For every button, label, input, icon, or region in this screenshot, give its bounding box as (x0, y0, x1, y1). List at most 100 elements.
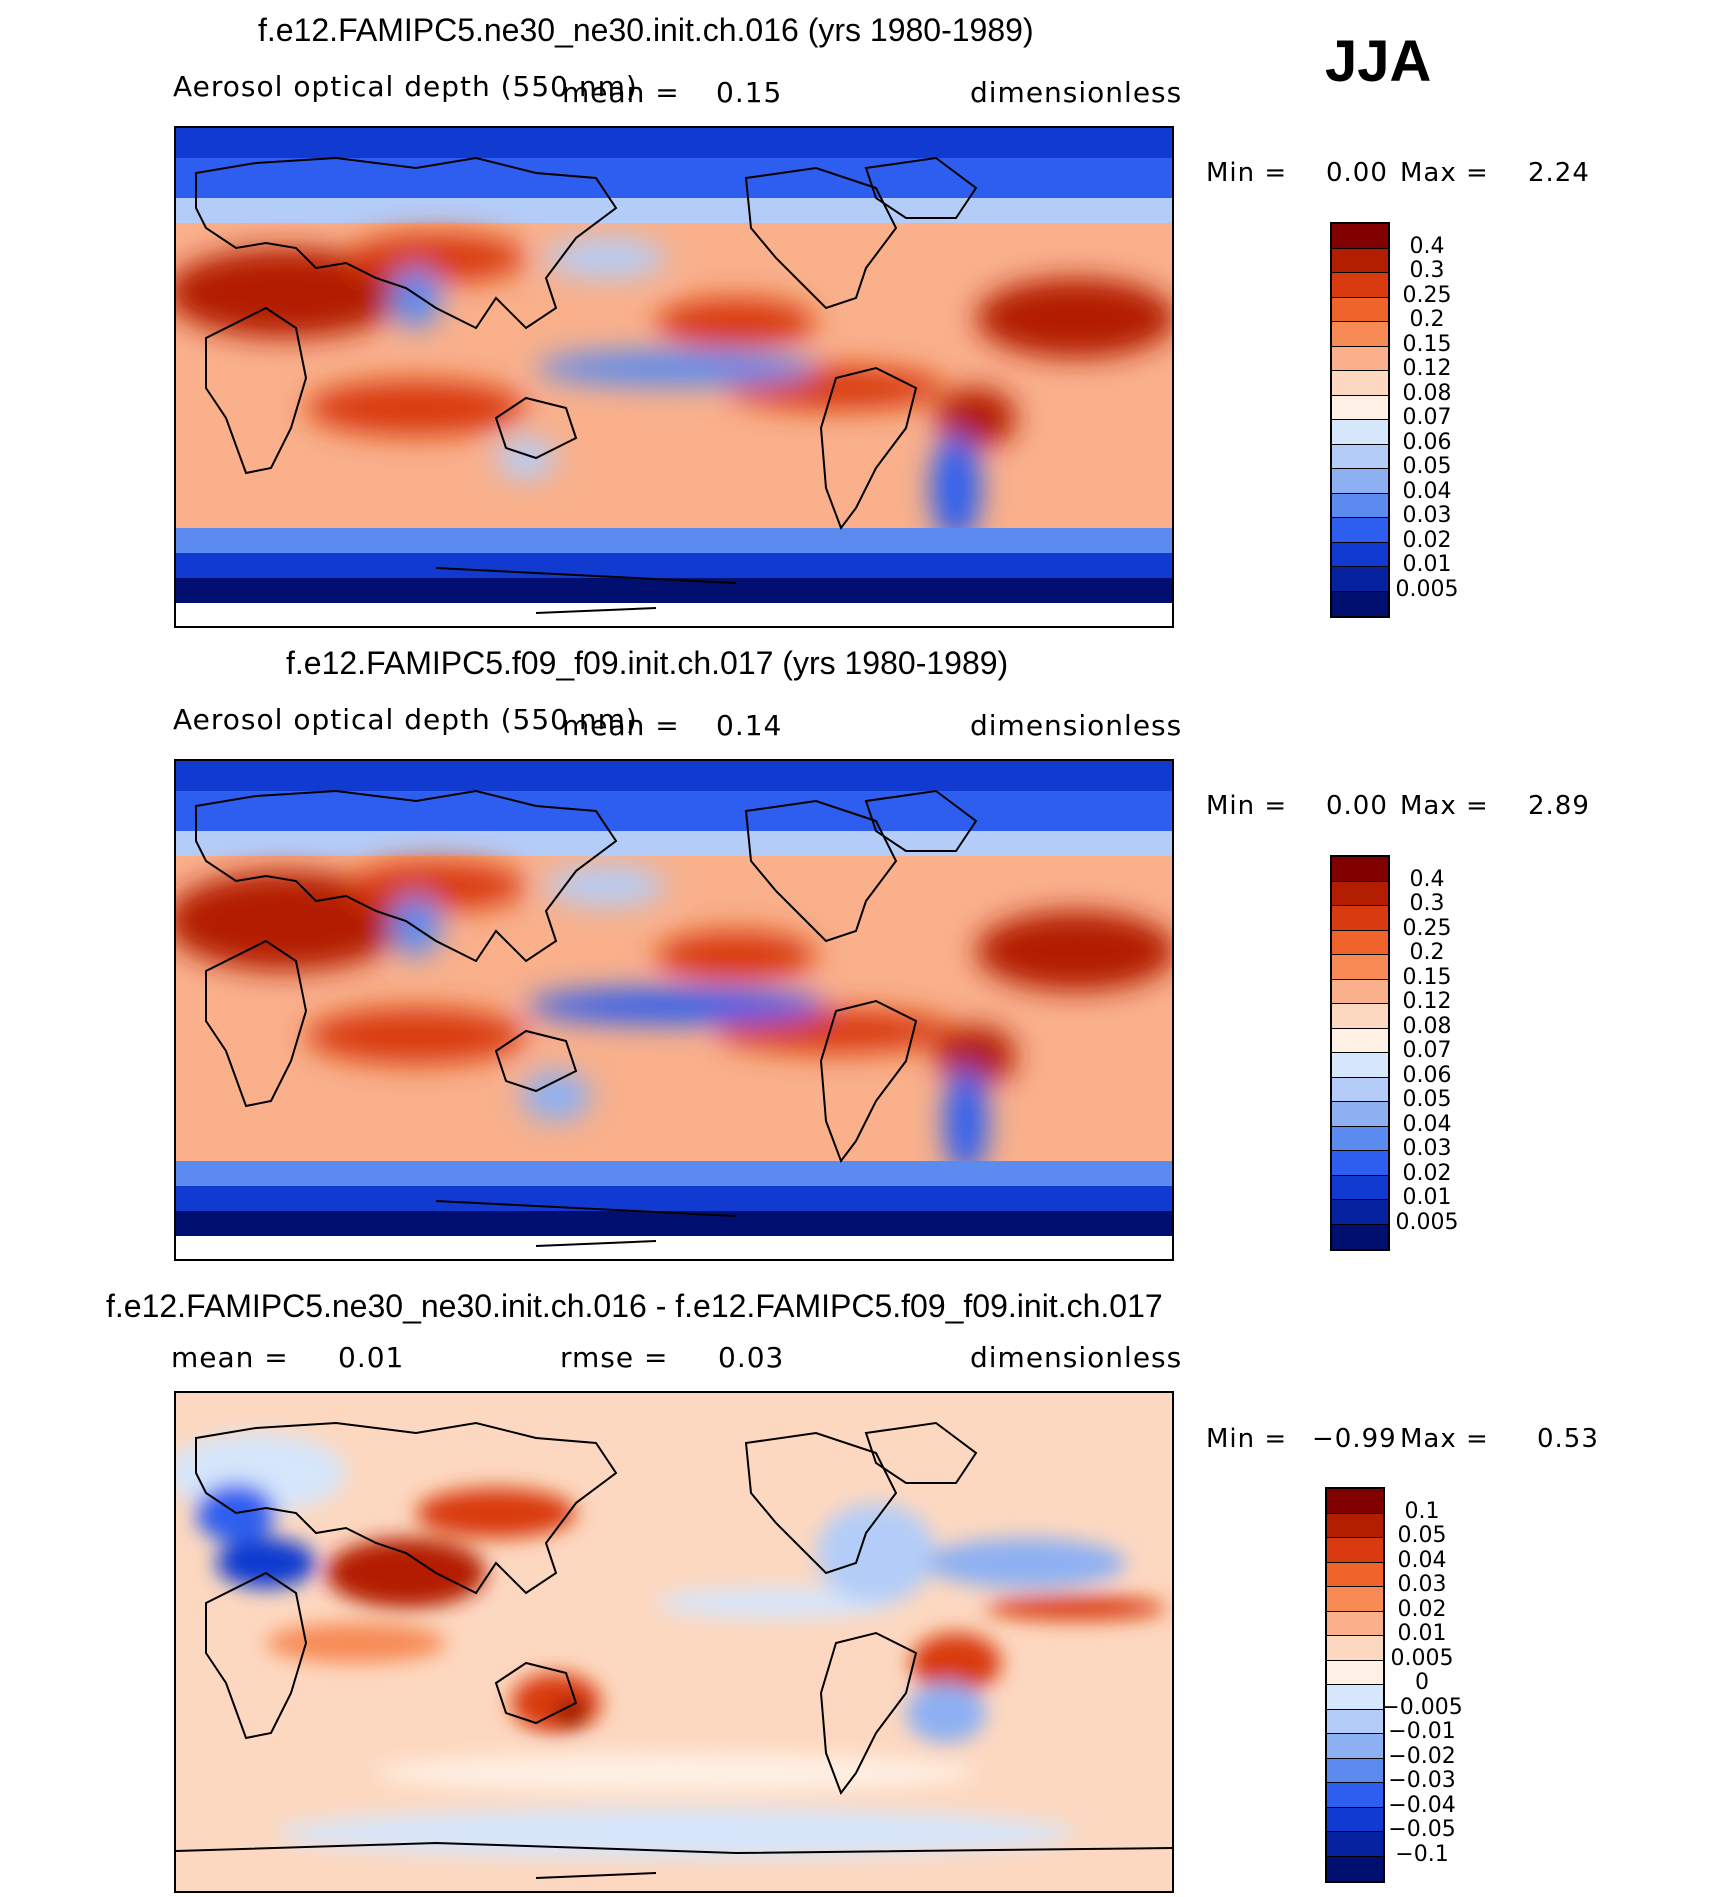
colorbar-tick-label: 0.15 (1402, 964, 1452, 990)
panel1-colorbar (1330, 222, 1390, 618)
colorbar-segment (1327, 1660, 1383, 1685)
colorbar-segment (1332, 881, 1388, 906)
colorbar-segment (1332, 346, 1388, 371)
colorbar-tick-label: 0.04 (1402, 478, 1452, 504)
panel3-mean-label: mean = (171, 1341, 289, 1374)
panel3-max-label: Max = (1400, 1424, 1489, 1454)
colorbar-tick-label: 0.07 (1402, 1038, 1452, 1063)
panel1-min-value: 0.00 (1326, 158, 1388, 188)
colorbar-segment (1332, 1126, 1388, 1151)
colorbar-tick-label: 0.05 (1397, 1523, 1447, 1548)
colorbar-tick-label: −0.03 (1388, 1768, 1456, 1793)
colorbar-tick-label: −0.1 (1395, 1841, 1449, 1867)
colorbar-segment (1332, 469, 1388, 494)
panel3-mean-value: 0.01 (338, 1341, 405, 1374)
panel1-title: f.e12.FAMIPC5.ne30_ne30.init.ch.016 (yrs… (258, 12, 1034, 48)
colorbar-tick-label: 0.03 (1397, 1572, 1447, 1597)
panel2-min-label: Min = (1206, 791, 1288, 821)
colorbar-tick-label: 0.08 (1402, 1013, 1452, 1039)
colorbar-segment (1332, 1224, 1388, 1249)
colorbar-tick-label: 0.25 (1402, 282, 1452, 308)
panel3-map-svg (176, 1393, 1172, 1891)
colorbar-tick-label: 0.06 (1402, 429, 1452, 455)
colorbar-tick-label: 0.005 (1395, 1209, 1459, 1235)
colorbar-segment (1327, 1734, 1383, 1759)
colorbar-tick-label: 0.4 (1409, 866, 1445, 892)
colorbar-segment (1332, 906, 1388, 931)
colorbar-tick-label: 0.04 (1402, 1111, 1452, 1137)
colorbar-segment (1332, 224, 1388, 249)
colorbar-tick-label: 0.2 (1409, 307, 1445, 332)
colorbar-segment (1332, 395, 1388, 420)
panel3-max-value: 0.53 (1537, 1424, 1599, 1454)
colorbar-tick-label: 0.01 (1402, 1185, 1452, 1210)
panel2-mean-label: mean = (562, 709, 680, 742)
colorbar-tick-label: −0.01 (1388, 1719, 1456, 1744)
colorbar-segment (1327, 1513, 1383, 1538)
colorbar-segment (1332, 955, 1388, 980)
colorbar-segment (1332, 1004, 1388, 1029)
colorbar-segment (1332, 1102, 1388, 1127)
panel2-map (174, 759, 1174, 1261)
colorbar-tick-label: 0.01 (1397, 1621, 1447, 1646)
colorbar-tick-label: 0.3 (1409, 258, 1445, 283)
panel1-units: dimensionless (970, 76, 1183, 109)
colorbar-segment (1327, 1562, 1383, 1587)
panel3-title: f.e12.FAMIPC5.ne30_ne30.init.ch.016 - f.… (106, 1288, 1163, 1324)
colorbar-tick-label: 0.08 (1402, 380, 1452, 406)
panel1-mean-value: 0.15 (716, 76, 783, 109)
panel3-min-value: −0.99 (1312, 1424, 1397, 1454)
colorbar-segment (1327, 1685, 1383, 1710)
panel1-max-label: Max = (1400, 158, 1489, 188)
colorbar-tick-label: −0.005 (1381, 1694, 1463, 1720)
panel2-units: dimensionless (970, 709, 1183, 742)
colorbar-segment (1332, 1175, 1388, 1200)
colorbar-segment (1332, 979, 1388, 1004)
panel3-colorbar (1325, 1487, 1385, 1883)
panel2-min-value: 0.00 (1326, 791, 1388, 821)
colorbar-segment (1332, 493, 1388, 518)
colorbar-tick-label: −0.04 (1388, 1792, 1456, 1818)
colorbar-tick-label: 0.005 (1390, 1645, 1454, 1671)
colorbar-tick-label: 0.4 (1409, 233, 1445, 259)
colorbar-segment (1327, 1709, 1383, 1734)
colorbar-tick-label: 0.03 (1402, 503, 1452, 528)
panel3-rmse-label: rmse = (560, 1341, 669, 1374)
colorbar-segment (1327, 1856, 1383, 1881)
panel2-title: f.e12.FAMIPC5.f09_f09.init.ch.017 (yrs 1… (286, 645, 1009, 681)
colorbar-tick-label: 0.03 (1402, 1136, 1452, 1161)
colorbar-segment (1327, 1611, 1383, 1636)
colorbar-segment (1332, 371, 1388, 396)
panel1-map-svg (176, 128, 1172, 626)
colorbar-segment (1332, 444, 1388, 469)
colorbar-segment (1327, 1807, 1383, 1832)
colorbar-tick-label: 0.15 (1402, 331, 1452, 357)
panel2-map-svg (176, 761, 1172, 1259)
panel1-max-value: 2.24 (1528, 158, 1590, 188)
colorbar-tick-label: 0.12 (1402, 989, 1452, 1014)
panel3-units: dimensionless (970, 1341, 1183, 1374)
colorbar-tick-label: 0.05 (1402, 454, 1452, 479)
colorbar-segment (1327, 1587, 1383, 1612)
colorbar-tick-label: 0.04 (1397, 1547, 1447, 1573)
panel3-map (174, 1391, 1174, 1893)
colorbar-tick-label: −0.05 (1388, 1817, 1456, 1842)
colorbar-segment (1332, 322, 1388, 347)
colorbar-segment (1332, 930, 1388, 955)
colorbar-segment (1327, 1489, 1383, 1514)
panel2-variable: Aerosol optical depth (550 nm) (173, 703, 638, 736)
colorbar-tick-label: 0.1 (1404, 1498, 1440, 1524)
panel1-map (174, 126, 1174, 628)
panel2-colorbar (1330, 855, 1390, 1251)
colorbar-segment (1332, 297, 1388, 322)
colorbar-tick-label: 0.02 (1402, 527, 1452, 553)
panel2-max-value: 2.89 (1528, 791, 1590, 821)
panel3-rmse-value: 0.03 (718, 1341, 785, 1374)
colorbar-tick-label: 0.25 (1402, 915, 1452, 941)
colorbar-tick-label: 0.05 (1402, 1087, 1452, 1112)
colorbar-segment (1332, 1053, 1388, 1078)
colorbar-tick-label: 0.02 (1402, 1160, 1452, 1186)
colorbar-segment (1332, 1028, 1388, 1053)
colorbar-segment (1332, 248, 1388, 273)
colorbar-tick-label: 0 (1415, 1670, 1429, 1695)
